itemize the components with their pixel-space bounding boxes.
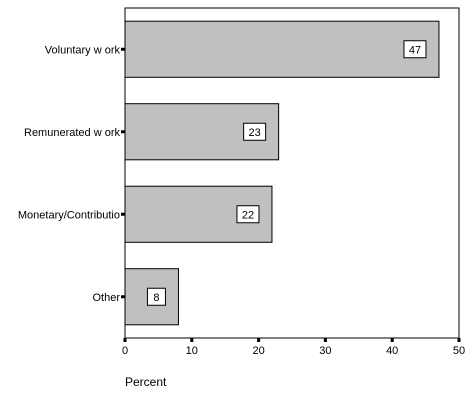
x-tick-label: 20 bbox=[252, 345, 264, 357]
y-axis-categories: Voluntary w ork Remunerated w ork Monetary… bbox=[18, 44, 125, 304]
bars-layer: 47 23 22 8 bbox=[124, 20, 440, 326]
category-label: Monetary/Contributio bbox=[18, 209, 120, 221]
data-label: 22 bbox=[242, 209, 254, 221]
x-tick bbox=[457, 338, 461, 342]
x-tick-label: 40 bbox=[386, 345, 398, 357]
category-label: Remunerated w ork bbox=[24, 127, 120, 139]
data-label-box bbox=[146, 287, 166, 306]
x-tick bbox=[190, 338, 194, 342]
plot-frame bbox=[124, 7, 460, 339]
x-tick bbox=[123, 338, 127, 342]
data-label: 23 bbox=[249, 127, 261, 139]
category-tick bbox=[121, 47, 125, 51]
data-label-box bbox=[403, 40, 427, 59]
x-axis-ticks: 0 10 20 30 40 50 bbox=[122, 338, 465, 357]
bar bbox=[124, 20, 440, 78]
x-axis-title: Percent bbox=[125, 375, 167, 389]
category-label: Other bbox=[92, 292, 120, 304]
x-tick-label: 0 bbox=[122, 345, 128, 357]
x-tick-label: 50 bbox=[453, 345, 465, 357]
category-tick bbox=[121, 295, 125, 299]
category-label: Voluntary w ork bbox=[45, 44, 121, 56]
category-tick bbox=[121, 130, 125, 134]
x-tick bbox=[257, 338, 261, 342]
x-tick-label: 30 bbox=[319, 345, 331, 357]
x-tick-label: 10 bbox=[186, 345, 198, 357]
data-label: 47 bbox=[409, 44, 421, 56]
data-label-box bbox=[243, 122, 267, 141]
x-tick bbox=[390, 338, 394, 342]
x-tick bbox=[323, 338, 327, 342]
data-label-box bbox=[236, 205, 260, 224]
data-label: 8 bbox=[153, 292, 159, 304]
category-tick bbox=[121, 212, 125, 216]
